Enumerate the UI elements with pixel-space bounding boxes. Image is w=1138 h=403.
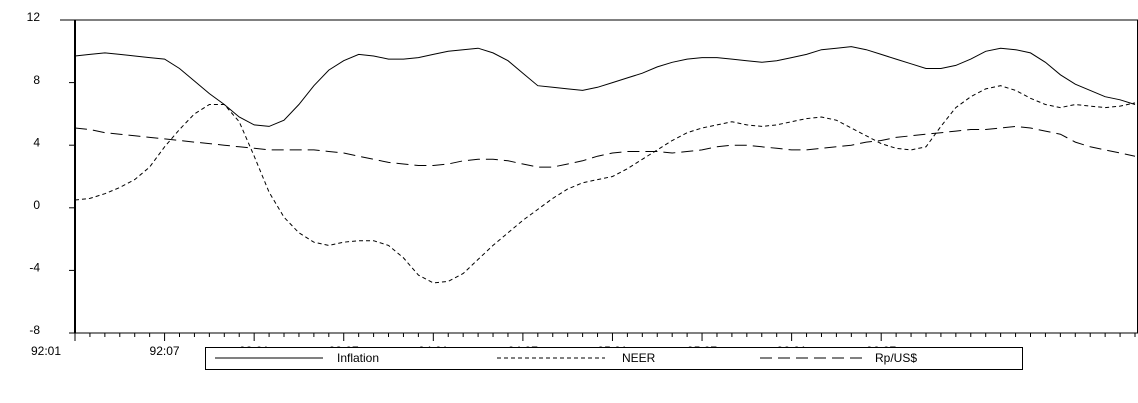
y-tick-label: 0 [33,198,40,212]
y-tick-label: -8 [29,323,40,337]
legend-label: Rp/US$ [875,351,917,365]
x-tick-label: 92:07 [150,344,180,358]
legend-label: Inflation [337,351,379,365]
legend-box [205,347,1023,370]
legend-label: NEER [622,351,656,365]
y-tick-label: 12 [27,10,41,24]
series-line [74,125,1136,168]
y-tick-label: 4 [33,135,40,149]
series-line [74,85,1136,284]
y-tick-label: 8 [33,73,40,87]
y-tick-label: -4 [29,261,40,275]
x-tick-label: 92:01 [31,344,61,358]
series-line [74,46,1136,127]
